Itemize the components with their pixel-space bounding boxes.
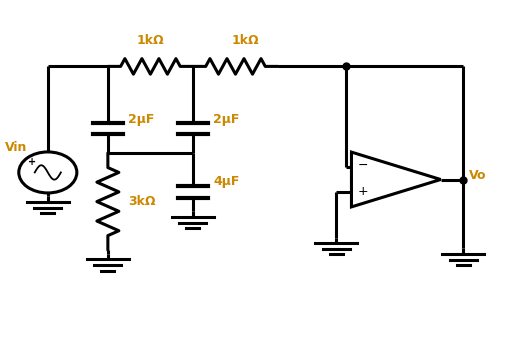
Text: 1kΩ: 1kΩ — [136, 34, 164, 47]
Text: +: + — [28, 157, 36, 167]
Text: Vo: Vo — [468, 169, 486, 182]
Text: 2μF: 2μF — [128, 113, 154, 126]
Text: +: + — [357, 185, 367, 198]
Text: 4μF: 4μF — [213, 175, 239, 188]
Text: Vin: Vin — [5, 141, 28, 154]
Text: 3kΩ: 3kΩ — [128, 195, 155, 208]
Text: 1kΩ: 1kΩ — [231, 34, 259, 47]
Text: 2μF: 2μF — [213, 113, 239, 126]
Text: −: − — [357, 159, 367, 172]
